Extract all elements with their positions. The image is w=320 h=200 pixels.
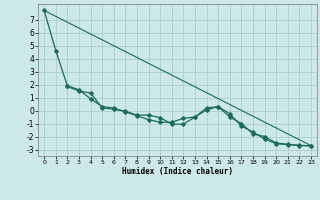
X-axis label: Humidex (Indice chaleur): Humidex (Indice chaleur) <box>122 167 233 176</box>
